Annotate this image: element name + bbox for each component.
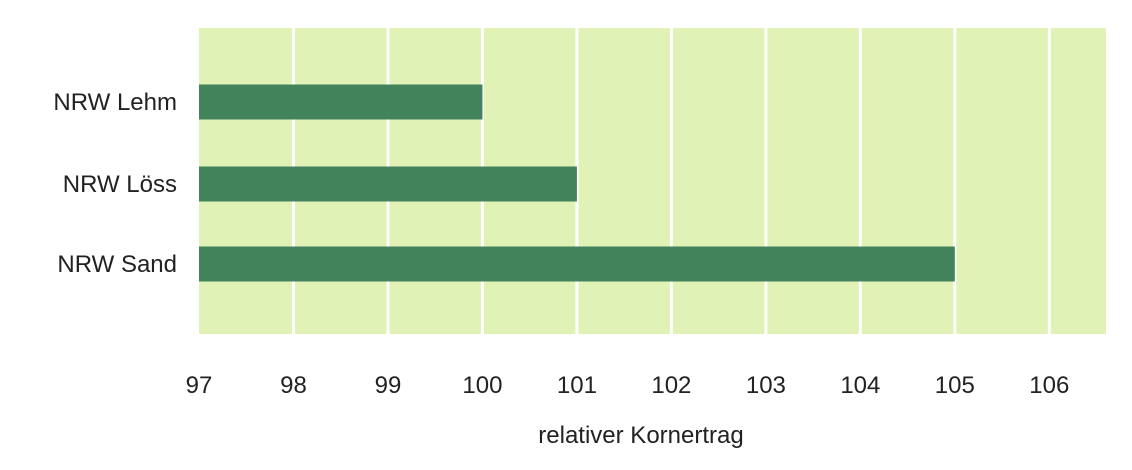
x-tick-label: 100	[462, 372, 502, 399]
category-label: NRW Lehm	[53, 89, 177, 116]
category-label: NRW Sand	[57, 251, 177, 278]
bar-nrw-löss	[199, 166, 577, 202]
x-tick-label: 104	[840, 372, 880, 399]
x-tick-label: 101	[557, 372, 597, 399]
bars	[199, 84, 955, 282]
x-tick-label: 98	[280, 372, 307, 399]
bar-nrw-lehm	[199, 84, 483, 120]
x-tick-label: 105	[935, 372, 975, 399]
x-tick-label: 102	[651, 372, 691, 399]
x-tick-labels: 97 98 99 100 101 102 103 104 105 106	[186, 372, 1070, 399]
x-tick-label: 99	[375, 372, 402, 399]
category-label: NRW Löss	[63, 171, 177, 198]
x-tick-label: 106	[1029, 372, 1069, 399]
x-tick-label: 103	[746, 372, 786, 399]
x-axis-title: relativer Kornertrag	[538, 422, 743, 449]
bar-nrw-sand	[199, 246, 955, 282]
x-tick-label: 97	[186, 372, 213, 399]
category-labels: NRW Lehm NRW Löss NRW Sand	[53, 89, 177, 278]
